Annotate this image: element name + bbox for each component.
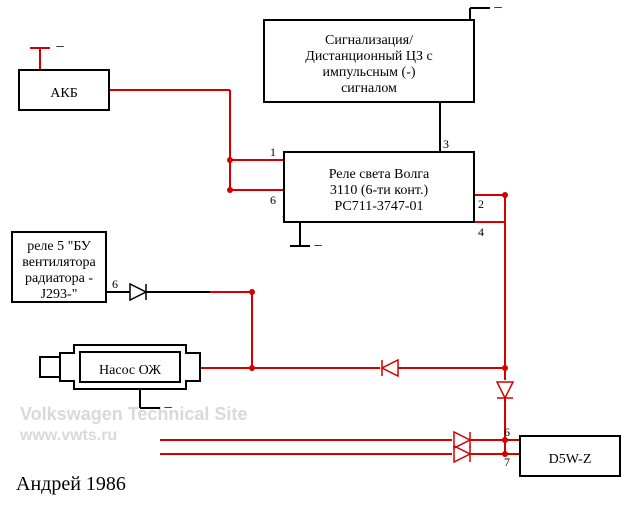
relay5-neg-minus: − bbox=[313, 238, 322, 255]
alarm-label: Дистанционный ЦЗ с bbox=[305, 49, 432, 64]
wiring-diagram: Volkswagen Technical Sitewww.vwts.ru3−5−… bbox=[0, 0, 640, 512]
pin-2: 2 bbox=[478, 197, 484, 211]
relay-label: РС711-3747-01 bbox=[334, 199, 423, 214]
diode-rightbus bbox=[497, 382, 513, 398]
pin-3: 3 bbox=[443, 137, 449, 151]
junction bbox=[502, 365, 508, 371]
watermark-line2: www.vwts.ru bbox=[19, 427, 117, 444]
akb-label: АКБ bbox=[50, 86, 78, 101]
pin-1: 1 bbox=[270, 145, 276, 159]
d5wz-label: D5W-Z bbox=[549, 452, 592, 467]
akb-neg-minus: − bbox=[55, 39, 64, 56]
alarm-neg-minus: − bbox=[493, 0, 502, 17]
relay-label: Реле света Волга bbox=[329, 167, 430, 182]
diode-fan bbox=[130, 284, 146, 300]
pin-fan6: 6 bbox=[112, 277, 118, 291]
fan-label: J293-" bbox=[41, 287, 78, 302]
pin-d5wz6: 6 bbox=[504, 425, 510, 439]
relay-label: 3110 (6-ти конт.) bbox=[330, 183, 429, 198]
alarm-label: сигналом bbox=[341, 81, 397, 96]
pump-connector bbox=[40, 357, 60, 377]
alarm-label: импульсным (-) bbox=[322, 65, 415, 80]
fan-label: реле 5 "БУ bbox=[27, 239, 91, 254]
diode-mid bbox=[382, 360, 398, 376]
pump-label: Насос ОЖ bbox=[99, 363, 161, 378]
fan-label: радиатора - bbox=[25, 271, 93, 286]
pin-d5wz7: 7 bbox=[504, 455, 510, 469]
junction bbox=[249, 289, 255, 295]
pin-6l: 6 bbox=[270, 193, 276, 207]
diode-d5wz6 bbox=[454, 432, 470, 448]
junction bbox=[502, 192, 508, 198]
fan-label: вентилятора bbox=[22, 255, 96, 270]
pin-4: 4 bbox=[478, 225, 484, 239]
diode-d5wz7 bbox=[454, 446, 470, 462]
junction bbox=[227, 157, 233, 163]
alarm-label: Сигнализация/ bbox=[325, 33, 413, 48]
watermark-line1: Volkswagen Technical Site bbox=[20, 404, 247, 424]
junction bbox=[227, 187, 233, 193]
pump-neg-minus: − bbox=[163, 400, 172, 417]
signature: Андрей 1986 bbox=[16, 473, 126, 495]
